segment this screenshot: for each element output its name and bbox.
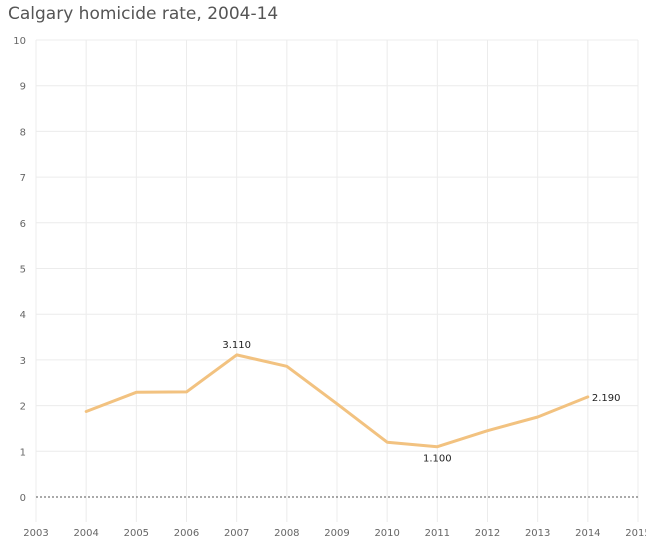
- x-tick-label: 2011: [425, 528, 450, 539]
- y-tick-label: 10: [13, 36, 26, 47]
- y-tick-label: 5: [20, 265, 26, 276]
- x-tick-label: 2006: [174, 528, 199, 539]
- series-line-0: [84, 353, 590, 449]
- x-tick-label: 2005: [124, 528, 149, 539]
- x-tick-label: 2012: [475, 528, 500, 539]
- chart-title: Calgary homicide rate, 2004-14: [8, 4, 279, 24]
- y-tick-label: 4: [20, 310, 26, 321]
- x-tick-label: 2004: [73, 528, 98, 539]
- data-label: 3.110: [222, 340, 251, 351]
- y-tick-label: 0: [20, 493, 26, 504]
- axes: 0 1 2 3 4 5 6 7 8 9 10 2003 2004 2005 2006 2007 2008 2009…: [13, 36, 646, 539]
- data-label: 2.190: [592, 393, 621, 404]
- y-tick-label: 8: [20, 127, 26, 138]
- y-tick-label: 6: [20, 219, 26, 230]
- series: [84, 353, 590, 449]
- y-tick-label: 2: [20, 402, 26, 413]
- x-tick-label: 2010: [374, 528, 399, 539]
- y-tick-label: 3: [20, 356, 26, 367]
- x-tick-label: 2014: [575, 528, 600, 539]
- x-tick-label: 2013: [525, 528, 550, 539]
- x-tick-label: 2009: [324, 528, 349, 539]
- x-tick-label: 2008: [274, 528, 299, 539]
- y-tick-label: 7: [20, 173, 26, 184]
- data-label: 1.100: [423, 454, 452, 465]
- y-tick-label: 9: [20, 82, 26, 93]
- x-tick-label: 2015: [625, 528, 646, 539]
- y-tick-label: 1: [20, 447, 26, 458]
- x-tick-label: 2003: [23, 528, 48, 539]
- grid: [35, 39, 639, 522]
- x-tick-label: 2007: [224, 528, 249, 539]
- data-labels: 3.110 1.100 2.190: [222, 340, 620, 465]
